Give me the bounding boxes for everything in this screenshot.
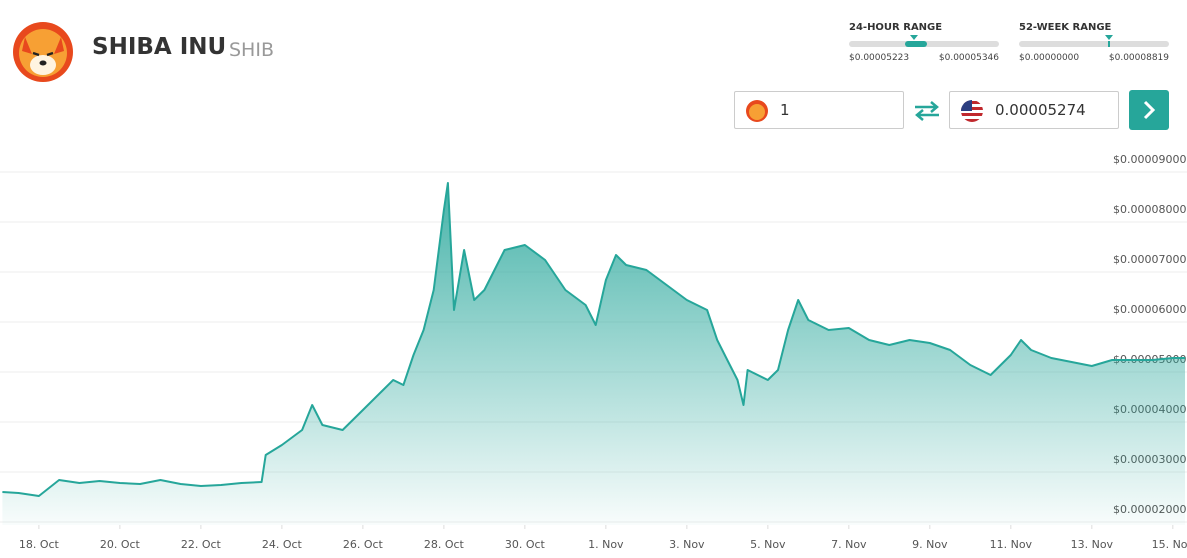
range-52w: 52-WEEK RANGE $0.00000000 $0.00008819 <box>1019 22 1169 63</box>
coin-icon <box>746 100 768 122</box>
amount: 1 <box>780 101 790 119</box>
range-label: 24-HOUR RANGE <box>849 22 943 33</box>
range-label: 52-WEEK RANGE <box>1019 22 1112 33</box>
logo <box>13 22 73 82</box>
range-bar <box>849 35 999 47</box>
x-tick-label: 11. Nov <box>990 538 1033 551</box>
range-high: $0.00008819 <box>1108 53 1169 63</box>
x-tick-label: 5. Nov <box>750 538 786 551</box>
y-tick-label: $0.00006000 <box>1113 303 1186 316</box>
result-input[interactable]: 0.00005274 <box>949 91 1119 129</box>
x-tick-label: 13. Nov <box>1071 538 1114 551</box>
x-tick-label: 26. Oct <box>343 538 384 551</box>
x-tick-label: 1. Nov <box>588 538 624 551</box>
range-high: $0.00005346 <box>938 53 999 63</box>
x-tick-label: 18. Oct <box>19 538 60 551</box>
arrow-icon <box>1143 100 1156 120</box>
x-tick-label: 7. Nov <box>831 538 867 551</box>
coin-name: SHIBA INU <box>92 34 227 60</box>
x-tick-label: 9. Nov <box>912 538 948 551</box>
range-low: $0.00005223 <box>849 53 910 63</box>
x-tick-label: 30. Oct <box>505 538 546 551</box>
y-tick-label: $0.00008000 <box>1113 203 1186 216</box>
range-low: $0.00000000 <box>1019 53 1080 63</box>
coin-symbol: SHIB <box>229 39 274 61</box>
go-button[interactable] <box>1129 90 1169 130</box>
y-tick-label: $0.00007000 <box>1113 253 1186 266</box>
range-bar <box>1019 35 1169 47</box>
range-24h: 24-HOUR RANGE $0.00005223 $0.00005346 <box>849 22 999 63</box>
usd-flag <box>961 100 983 122</box>
result: 0.00005274 <box>995 101 1086 119</box>
x-tick-label: 3. Nov <box>669 538 705 551</box>
x-tick-label: 15. Nov <box>1152 538 1187 551</box>
y-tick-label: $0.00009000 <box>1113 153 1186 166</box>
swap-icon[interactable] <box>913 100 941 122</box>
x-tick-label: 20. Oct <box>100 538 141 551</box>
x-tick-label: 24. Oct <box>262 538 303 551</box>
amount-input[interactable]: 1 <box>734 91 904 129</box>
area-fill <box>2 183 1185 525</box>
x-tick-label: 28. Oct <box>424 538 465 551</box>
x-tick-label: 22. Oct <box>181 538 222 551</box>
price-line <box>2 182 1185 497</box>
